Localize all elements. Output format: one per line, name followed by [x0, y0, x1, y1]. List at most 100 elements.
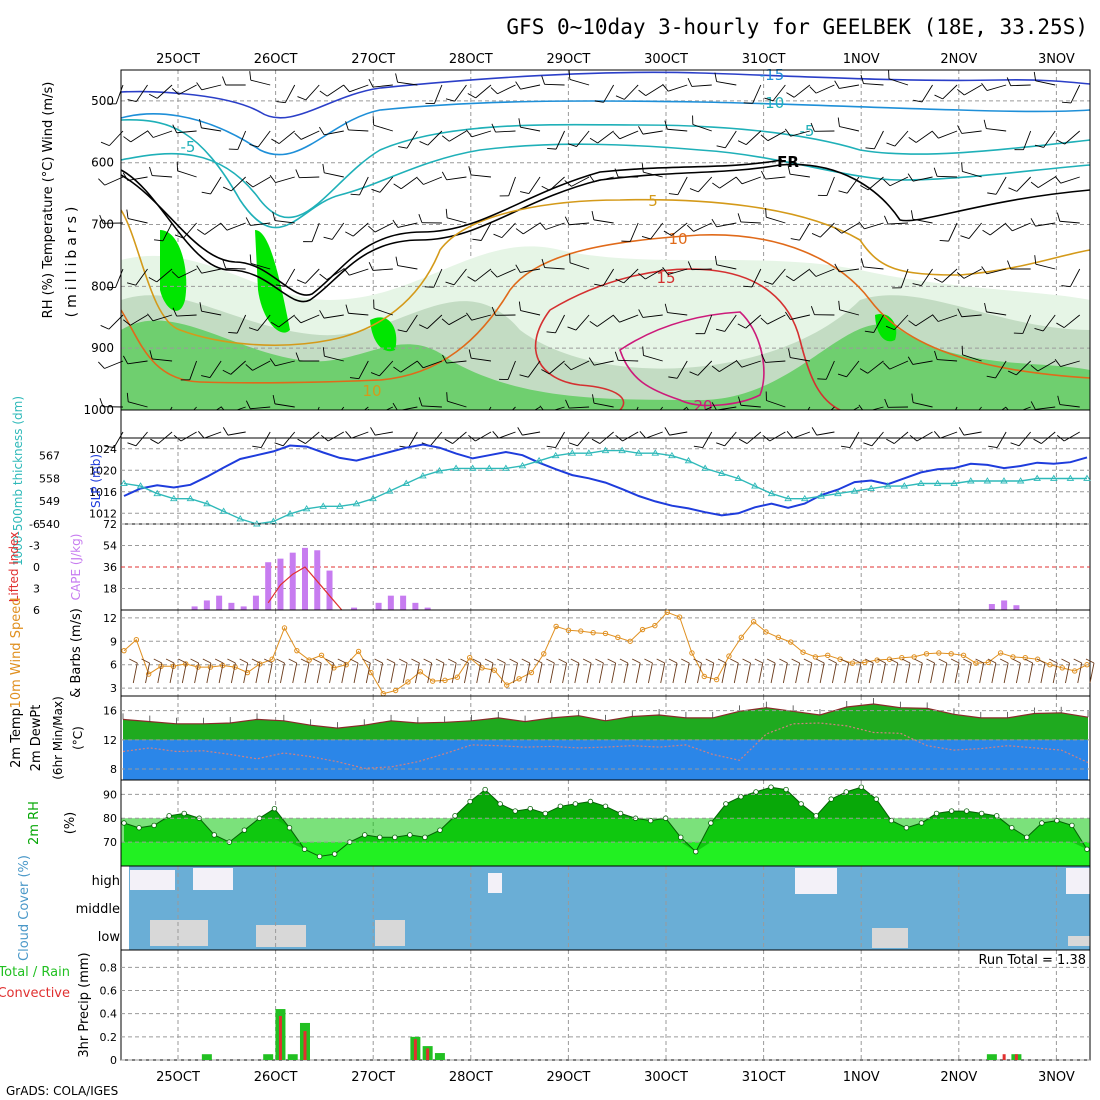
cape-tick-label: 18	[103, 583, 117, 596]
thickness-marker	[1033, 474, 1041, 481]
wind-barb	[964, 84, 982, 96]
thickness-tick-label: 540	[39, 518, 60, 531]
wind-barb	[250, 406, 271, 410]
wind-barb	[564, 180, 572, 187]
wind-barb	[737, 213, 742, 223]
wind10-barb	[803, 658, 813, 664]
wind-barb	[765, 208, 767, 218]
wind-barb	[156, 84, 173, 99]
wind-barb	[515, 81, 521, 90]
wind-barb	[1008, 187, 1017, 192]
wind10-barb	[374, 658, 383, 664]
cape-bar	[326, 570, 333, 610]
wind10-barb	[365, 662, 371, 684]
wind-barb	[932, 131, 939, 139]
wind-barb	[447, 400, 467, 408]
wind10-barb	[165, 658, 175, 664]
wind-barb	[1043, 130, 1056, 148]
wind10-barb	[742, 658, 751, 664]
wind-barb	[544, 83, 565, 86]
wind-barb	[395, 73, 399, 83]
wind-barb	[815, 268, 835, 277]
cloud-patch	[256, 925, 306, 947]
wind10-barb	[353, 662, 359, 684]
rh2m-marker	[482, 786, 488, 793]
wind10-barb	[1040, 662, 1046, 684]
wind10-barb	[709, 662, 715, 684]
wind-barb	[449, 130, 467, 142]
wind-barb	[126, 282, 136, 286]
wind-barb	[591, 438, 601, 444]
wind-barb	[597, 130, 614, 144]
wind-barb	[785, 275, 794, 282]
panel-frame	[120, 949, 1091, 1061]
wind-barb	[322, 347, 325, 357]
wind-barb	[448, 314, 467, 326]
wind-barb	[424, 286, 434, 288]
wind-barb	[987, 192, 997, 195]
wind10-marker	[244, 669, 251, 676]
wind-barb	[912, 218, 933, 224]
wind10-barb	[668, 658, 678, 664]
wind-barb	[343, 267, 350, 276]
wind-barb	[274, 220, 295, 224]
wind10-barb	[194, 662, 200, 684]
wind-barb	[874, 130, 884, 150]
wind-barb	[284, 84, 296, 103]
wind10-barb	[1049, 658, 1058, 664]
wind-barb	[421, 405, 442, 408]
rh2m-marker	[617, 810, 624, 817]
wind-barb	[400, 360, 418, 373]
wind-barb	[274, 442, 284, 447]
wind-barb	[201, 84, 222, 91]
wind-barb	[900, 268, 909, 288]
rh2m-marker	[407, 832, 413, 838]
wind-barb	[123, 319, 131, 326]
wind-barb	[392, 219, 399, 228]
wind10-barb	[460, 658, 469, 664]
isotherm-contour	[120, 198, 1091, 346]
thickness-marker	[867, 484, 875, 492]
wind-barb	[819, 222, 835, 238]
rh2m-area-bright	[124, 842, 1087, 866]
wind-barb	[178, 84, 197, 95]
isotherm-contour	[619, 311, 765, 407]
wind-barb	[934, 350, 938, 360]
thickness-marker	[369, 494, 377, 502]
dewpoint-area	[123, 739, 1088, 780]
wind-barb	[127, 442, 137, 447]
wind-barb	[687, 78, 693, 87]
pressure-tick-label: 600	[91, 156, 114, 170]
wind-barb	[416, 177, 424, 185]
wind-barb	[546, 445, 556, 449]
wind-barb	[569, 222, 590, 226]
wind-barb	[1056, 322, 1065, 328]
wind-barb	[716, 264, 737, 270]
wind-barb	[686, 224, 694, 232]
cape-ylabel: CAPE (J/kg)	[69, 534, 83, 601]
wind-barb	[429, 431, 443, 447]
cloud-level-label: low	[98, 930, 121, 945]
wind-barb	[662, 267, 669, 275]
wind-barb	[345, 231, 354, 237]
wind10-barb	[497, 658, 506, 664]
wind-barb	[715, 328, 725, 332]
wind-barb	[676, 360, 688, 379]
thickness-marker	[203, 499, 211, 507]
wind-barb	[152, 175, 173, 178]
wind-barb	[888, 222, 909, 225]
wind-barb	[1007, 260, 1012, 270]
wind10-barb	[349, 658, 359, 664]
dewpoint-ylabel: 2m DewPt	[29, 705, 44, 772]
rh2m-marker	[647, 817, 654, 824]
wind-barb	[907, 356, 914, 365]
wind-barb	[1005, 224, 1013, 232]
wind-barb	[668, 84, 688, 92]
wind-barb	[995, 176, 1007, 195]
rh2m-marker	[271, 805, 278, 812]
precip-tick-label: 0	[110, 1054, 117, 1067]
wind-barb	[937, 175, 958, 178]
wind-barb	[962, 171, 982, 178]
wind-barb	[1063, 431, 1080, 442]
wind-barb	[986, 311, 1007, 316]
